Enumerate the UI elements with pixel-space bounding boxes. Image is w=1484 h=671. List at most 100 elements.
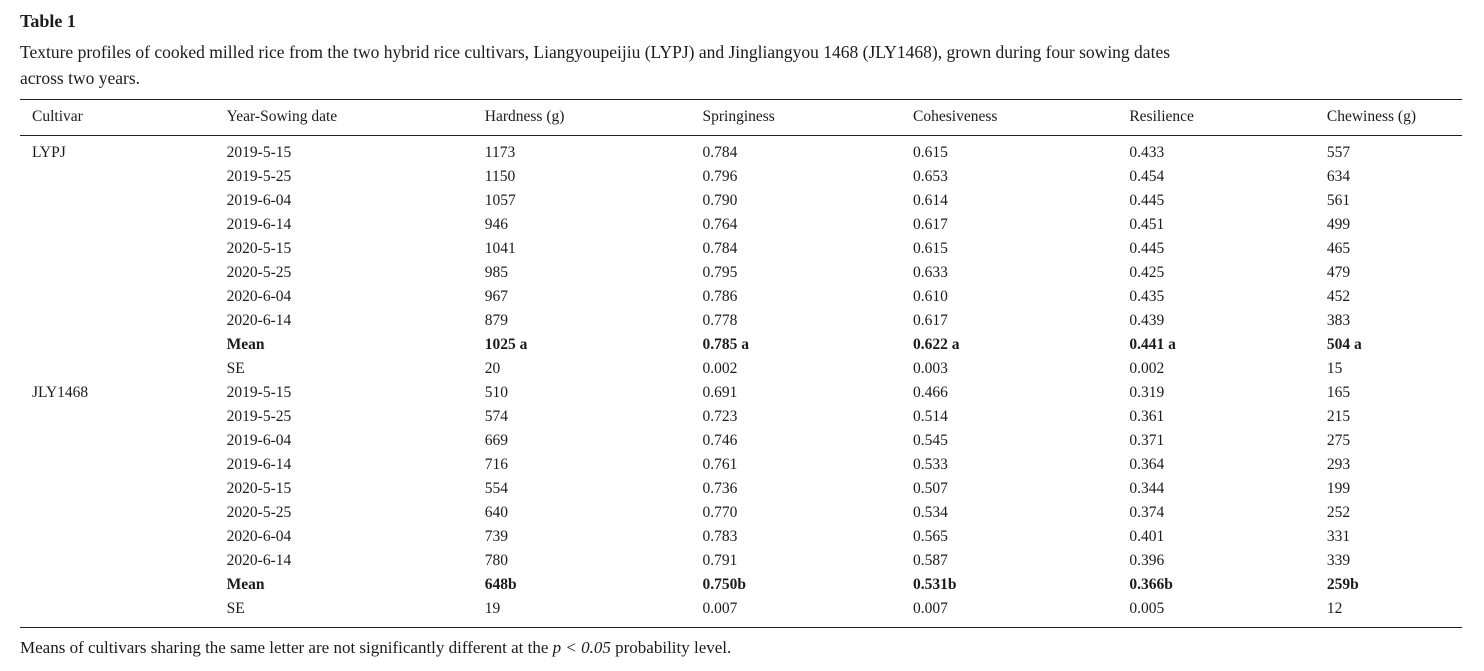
table-cell: 0.761	[702, 456, 738, 473]
table-cell: Mean	[226, 576, 265, 593]
table-cell: 199	[1326, 480, 1351, 497]
table-cell: 0.764	[702, 216, 738, 233]
table-cell: 0.364	[1129, 456, 1165, 473]
table-row: 2020-5-25 985 0.795 0.633 0.425 479	[20, 261, 1462, 285]
table-cell: 879	[484, 312, 509, 329]
table-cell: 0.433	[1129, 144, 1165, 161]
table-cell: 2020-5-25	[226, 504, 292, 521]
table-cell: 0.796	[702, 168, 738, 185]
table-row: 2020-5-15 554 0.736 0.507 0.344 199	[20, 477, 1462, 501]
table-cell: 780	[484, 552, 509, 569]
table-cell: 648b	[484, 576, 517, 593]
table-cell: LYPJ	[32, 144, 66, 161]
table-cell: 0.344	[1129, 480, 1165, 497]
table-cell: JLY1468	[32, 384, 89, 401]
table-cell: 339	[1326, 552, 1351, 569]
table-row: 2019-5-25 1150 0.796 0.653 0.454 634	[20, 165, 1462, 189]
column-header-cultivar: Cultivar	[20, 99, 215, 136]
table-cell: 19	[484, 600, 501, 617]
column-header-resilience: Resilience	[1117, 99, 1315, 136]
table-cell: 0.514	[913, 408, 948, 425]
table-cell: 0.439	[1129, 312, 1165, 329]
table-cell: 2020-6-14	[226, 312, 292, 329]
table-cell: 0.617	[913, 216, 948, 233]
table-cell: 0.784	[702, 144, 738, 161]
table-cell: 2019-6-04	[226, 192, 292, 209]
table-row: LYPJ 2019-5-15 1173 0.784 0.615 0.433 557	[20, 136, 1462, 166]
table-cell: 0.750b	[702, 576, 747, 593]
table-cell: 2020-6-14	[226, 552, 292, 569]
table-cell: 2020-5-15	[226, 240, 292, 257]
table-cell	[20, 237, 215, 261]
table-cell: 1025 a	[484, 336, 528, 353]
table-row: 2020-6-14 879 0.778 0.617 0.439 383	[20, 309, 1462, 333]
table-cell	[20, 165, 215, 189]
table-row: 2019-5-25 574 0.723 0.514 0.361 215	[20, 405, 1462, 429]
table-row: 2020-6-14 780 0.791 0.587 0.396 339	[20, 549, 1462, 573]
table-cell: 716	[484, 456, 509, 473]
table-cell: 0.785 a	[702, 336, 750, 353]
table-cell: 0.610	[913, 288, 948, 305]
caption-line-1: Texture profiles of cooked milled rice f…	[20, 42, 1171, 62]
table-row: SE 19 0.007 0.007 0.005 12	[20, 597, 1462, 628]
table-cell: 331	[1326, 528, 1351, 545]
table-cell: 0.653	[913, 168, 948, 185]
table-cell: 0.614	[913, 192, 948, 209]
table-cell: 1150	[484, 168, 516, 185]
table-cell: 0.691	[702, 384, 738, 401]
table-row: 2020-5-25 640 0.770 0.534 0.374 252	[20, 501, 1462, 525]
column-header-cohesiveness: Cohesiveness	[901, 99, 1118, 136]
table-cell	[20, 285, 215, 309]
table-cell: 0.007	[913, 600, 948, 617]
table-cell: 2020-5-25	[226, 264, 292, 281]
table-cell: 504 a	[1326, 336, 1362, 353]
table-cell: 0.425	[1129, 264, 1165, 281]
table-row: 2019-6-04 669 0.746 0.545 0.371 275	[20, 429, 1462, 453]
table-cell: 259b	[1326, 576, 1359, 593]
table-cell: 0.507	[913, 480, 948, 497]
table-cell	[20, 189, 215, 213]
footnote-suffix: probability level.	[610, 638, 732, 657]
table-cell: 0.783	[702, 528, 738, 545]
texture-profile-table: Cultivar Year-Sowing date Hardness (g) S…	[20, 99, 1462, 628]
footnote-p-value: p < 0.05	[552, 638, 611, 657]
table-row: 2020-6-04 967 0.786 0.610 0.435 452	[20, 285, 1462, 309]
table-cell: 0.466	[913, 384, 948, 401]
table-cell: 215	[1326, 408, 1351, 425]
table-cell: 0.002	[1129, 360, 1165, 377]
table-cell	[20, 261, 215, 285]
table-cell	[20, 213, 215, 237]
table-cell: SE	[226, 360, 245, 377]
table-cell: 510	[484, 384, 509, 401]
table-cell: Mean	[226, 336, 265, 353]
table-cell: 0.445	[1129, 240, 1165, 257]
table-cell: 2020-6-04	[226, 528, 292, 545]
table-cell	[20, 573, 215, 597]
table-cell: 554	[484, 480, 509, 497]
table-cell: 1173	[484, 144, 516, 161]
footnote-prefix: Means of cultivars sharing the same lett…	[20, 638, 553, 657]
caption-line-2: across two years.	[20, 68, 141, 88]
table-cell: 669	[484, 432, 509, 449]
table-cell: 165	[1326, 384, 1351, 401]
table-cell: 479	[1326, 264, 1351, 281]
table-cell: 0.633	[913, 264, 948, 281]
table-row: 2019-6-14 946 0.764 0.617 0.451 499	[20, 213, 1462, 237]
table-cell	[20, 309, 215, 333]
table-cell: 739	[484, 528, 509, 545]
column-header-hardness: Hardness (g)	[472, 99, 691, 136]
table-cell: 275	[1326, 432, 1351, 449]
table-caption: Texture profiles of cooked milled rice f…	[20, 39, 1462, 91]
table-cell: SE	[226, 600, 245, 617]
table-cell	[20, 477, 215, 501]
table-cell: 0.435	[1129, 288, 1165, 305]
table-cell: 985	[484, 264, 509, 281]
table-cell: 0.795	[702, 264, 738, 281]
table-cell: 0.319	[1129, 384, 1165, 401]
column-header-chewiness: Chewiness (g)	[1314, 99, 1462, 136]
column-header-year-sowing-date: Year-Sowing date	[214, 99, 473, 136]
table-cell: 383	[1326, 312, 1351, 329]
table-cell: 0.534	[913, 504, 948, 521]
table-cell: 0.617	[913, 312, 948, 329]
table-cell: 557	[1326, 144, 1351, 161]
